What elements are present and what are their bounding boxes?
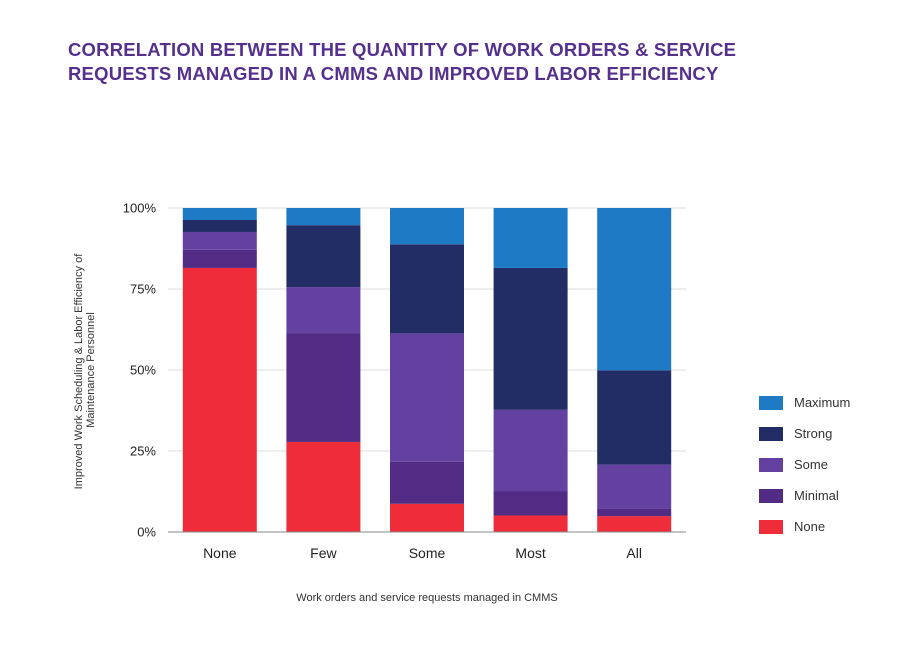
- bar-few-strong: [286, 225, 361, 288]
- bar-none-none: [182, 267, 257, 532]
- legend-swatch-none: [759, 520, 783, 534]
- legend-label-strong: Strong: [794, 426, 832, 441]
- legend: Maximum Strong Some Minimal None: [759, 395, 850, 534]
- legend-label-minimal: Minimal: [794, 488, 839, 503]
- bar-none-minimal: [182, 249, 257, 268]
- bar-some-minimal: [390, 461, 464, 504]
- y-axis-label: Improved Work Scheduling & Labor Efficie…: [73, 251, 97, 490]
- bar-all-minimal: [597, 508, 672, 517]
- bar-most-maximum: [493, 208, 568, 268]
- x-axis-ticks: None Few Some Most All: [203, 545, 642, 561]
- bar-all-some: [597, 464, 672, 509]
- bar-all-none: [597, 516, 672, 532]
- legend-label-none: None: [794, 519, 825, 534]
- y-axis-label-line-2: Maintenance Personnel: [85, 312, 97, 428]
- y-axis-label-line-1: Improved Work Scheduling & Labor Efficie…: [73, 253, 85, 490]
- bars: [182, 208, 672, 532]
- bar-few-none: [286, 441, 361, 532]
- bar-few-maximum: [286, 208, 361, 226]
- y-tick-label: 50%: [130, 363, 156, 378]
- legend-swatch-some: [759, 458, 783, 472]
- bar-none-strong: [182, 219, 257, 232]
- bar-all-maximum: [597, 208, 672, 371]
- bar-most-none: [493, 515, 568, 532]
- bar-most-strong: [493, 267, 568, 410]
- y-tick-label: 0%: [137, 525, 156, 540]
- y-tick-label: 25%: [130, 444, 156, 459]
- y-tick-label: 75%: [130, 282, 156, 297]
- legend-swatch-maximum: [759, 396, 783, 410]
- legend-swatch-strong: [759, 427, 783, 441]
- legend-label-some: Some: [794, 457, 828, 472]
- bar-all-strong: [597, 370, 672, 465]
- bar-some-none: [390, 503, 464, 532]
- x-tick-label: None: [203, 545, 237, 561]
- legend-label-maximum: Maximum: [794, 395, 850, 410]
- x-axis-label: Work orders and service requests managed…: [296, 592, 557, 604]
- bar-some-some: [390, 333, 464, 462]
- x-tick-label: Few: [310, 545, 337, 561]
- legend-swatch-minimal: [759, 489, 783, 503]
- bar-some-maximum: [390, 208, 464, 245]
- y-tick-label: 100%: [123, 201, 157, 216]
- bar-most-some: [493, 409, 568, 492]
- bar-none-maximum: [182, 208, 257, 220]
- bar-few-some: [286, 287, 361, 334]
- bar-none-some: [182, 231, 257, 250]
- chart-title-line-1: CORRELATION BETWEEN THE QUANTITY OF WORK…: [68, 39, 737, 60]
- x-tick-label: All: [626, 545, 642, 561]
- bar-most-minimal: [493, 491, 568, 516]
- x-tick-label: Most: [515, 545, 545, 561]
- chart-title: CORRELATION BETWEEN THE QUANTITY OF WORK…: [68, 38, 828, 86]
- x-tick-label: Some: [409, 545, 446, 561]
- bar-some-strong: [390, 244, 464, 334]
- chart-title-line-2: REQUESTS MANAGED IN A CMMS AND IMPROVED …: [68, 63, 719, 84]
- bar-few-minimal: [286, 333, 361, 442]
- y-axis-ticks: 0% 25% 50% 75% 100%: [123, 201, 157, 540]
